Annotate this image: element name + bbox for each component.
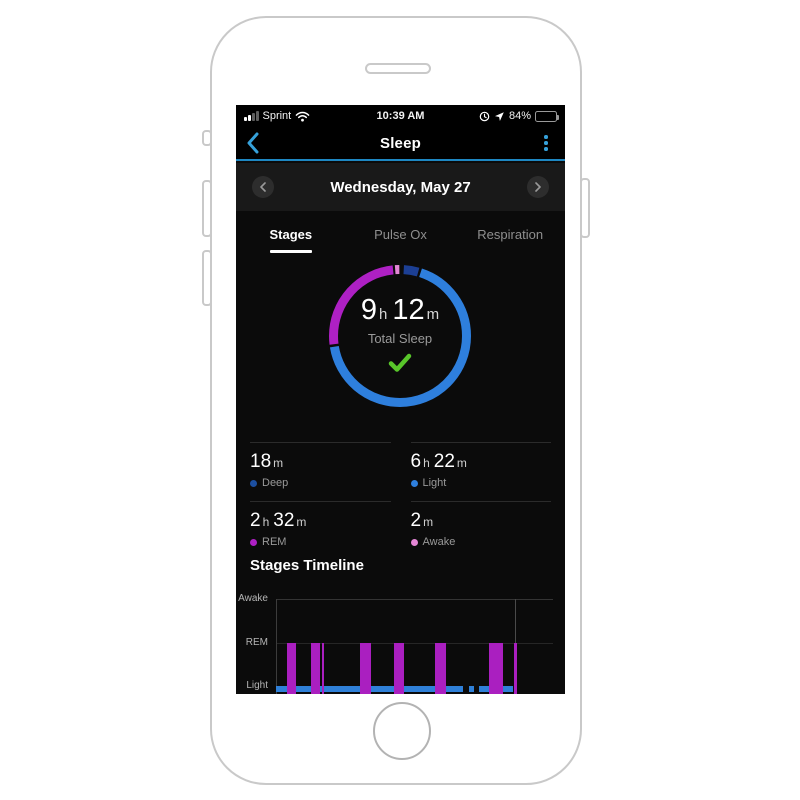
overflow-menu-button[interactable]: [539, 133, 553, 153]
kebab-menu-icon: [544, 135, 548, 139]
wifi-icon: [295, 111, 310, 121]
timeline-ylabel-awake: Awake: [238, 593, 268, 604]
stat-deep-value: 18 m: [250, 451, 284, 472]
sleep-ring-chart: [329, 265, 471, 407]
stat-rem-value: 2 h 32 m: [250, 510, 307, 531]
rem-stage-bar: [322, 643, 324, 694]
rem-gridline: [276, 643, 553, 644]
rem-stage-bar: [360, 643, 371, 694]
date-label: Wednesday, May 27: [330, 178, 471, 196]
sleep-summary: 9 h 12 m Total Sleep: [326, 262, 474, 410]
timeline-ylabel-light: Light: [246, 680, 268, 691]
deep-dot: [250, 479, 257, 487]
home-button: [373, 702, 431, 760]
stat-awake-label: Awake: [422, 536, 456, 548]
chevron-left-icon: [260, 182, 266, 192]
rem-stage-bar: [311, 643, 320, 694]
timeline-title: Stages Timeline: [250, 557, 364, 574]
back-button[interactable]: [246, 132, 268, 154]
stat-light-value: 6 h 22 m: [410, 451, 467, 472]
timeline-ylabel-rem: REM: [245, 637, 268, 648]
goal-check-icon: [388, 353, 412, 378]
battery-icon: [535, 110, 559, 122]
awake-gridline: [276, 599, 553, 600]
stat-deep: 18 m Deep: [250, 442, 391, 489]
date-navigation: Wednesday, May 27: [236, 163, 565, 211]
app-screen: 10:39 AM Sprint: [236, 105, 565, 694]
y-axis-line: [276, 599, 277, 694]
total-sleep-label: Total Sleep: [367, 331, 433, 346]
total-sleep-value: 9 h 12 m: [360, 294, 440, 326]
carrier-label: Sprint: [262, 110, 292, 122]
chevron-right-icon: [535, 182, 541, 192]
tab-stages[interactable]: Stages: [236, 215, 346, 253]
previous-day-button[interactable]: [252, 176, 274, 198]
status-bar: 10:39 AM Sprint: [236, 105, 565, 127]
location-arrow-icon: [494, 111, 504, 121]
rem-stage-bar: [489, 643, 503, 694]
rem-stage-bar: [394, 643, 404, 694]
tab-pulse-ox[interactable]: Pulse Ox: [374, 226, 427, 242]
nav-header: Sleep: [236, 127, 565, 161]
next-day-button[interactable]: [527, 176, 549, 198]
cell-signal-icon: [244, 111, 259, 121]
stat-light-label: Light: [422, 477, 447, 489]
stat-rem-label: REM: [262, 536, 287, 548]
tab-respiration[interactable]: Respiration: [477, 226, 544, 242]
light-dot: [410, 479, 418, 487]
stages-timeline-chart: [276, 594, 553, 694]
page-title: Sleep: [379, 134, 422, 152]
light-stage-band: [469, 686, 474, 692]
stat-deep-label: Deep: [262, 477, 289, 489]
battery-percent: 84%: [508, 110, 531, 122]
stat-light: 6 h 22 m Light: [410, 442, 551, 489]
rem-dot: [250, 538, 257, 546]
earpiece-speaker: [365, 63, 431, 74]
alarm-clock-icon: [479, 111, 490, 121]
stat-rem: 2 h 32 m REM: [250, 501, 391, 548]
rem-stage-bar: [435, 643, 446, 694]
sleep-stages-ring: 9 h 12 m Total Sleep: [326, 262, 474, 410]
tab-bar: Stages Pulse Ox Respiration: [236, 215, 565, 253]
awake-dot: [410, 538, 418, 546]
rem-stage-bar: [287, 643, 296, 694]
phone-frame: 10:39 AM Sprint: [210, 16, 582, 785]
chevron-left-icon: [247, 132, 259, 154]
rem-stage-bar: [514, 643, 517, 694]
